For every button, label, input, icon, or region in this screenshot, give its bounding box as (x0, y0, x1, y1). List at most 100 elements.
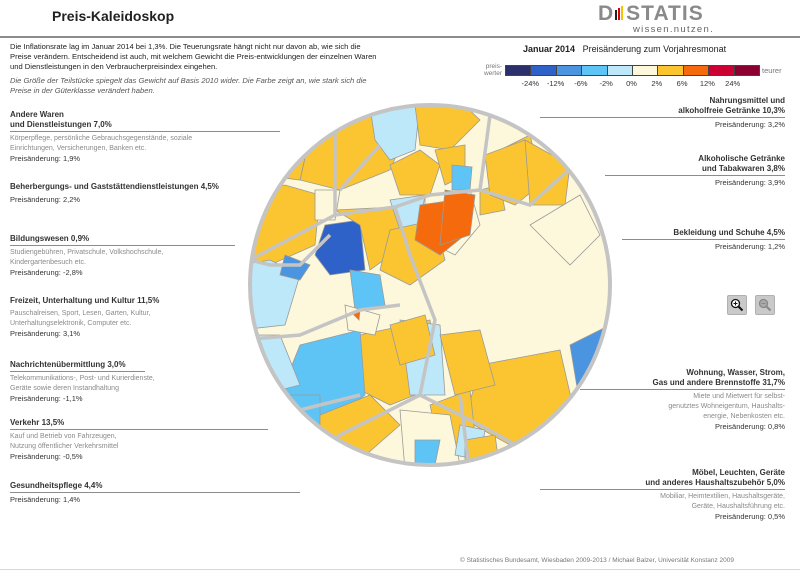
category-desc: Telekommunikations-, Post- und Kurierdie… (10, 375, 155, 382)
category-moebel[interactable]: Möbel, Leuchten, Geräte und anderes Haush… (540, 468, 785, 522)
kaleidoscope-cell[interactable] (240, 259, 301, 331)
category-desc: Kindergartenbesuch etc. (10, 259, 86, 266)
legend-subtitle: Preisänderung zum Vorjahresmonat (582, 44, 727, 54)
zoom-out-button[interactable] (755, 295, 775, 315)
category-alkohol[interactable]: Alkoholische Getränke und Tabakwaren 3,8%… (605, 154, 785, 188)
legend-cheaper-label: preis-werter (483, 63, 502, 77)
intro-text: Die Inflationsrate lag im Januar 2014 be… (10, 42, 377, 71)
category-change: Preisänderung: -1,1% (10, 394, 83, 403)
kaleidoscope-cell[interactable] (349, 269, 386, 311)
kaleidoscope-cell[interactable] (451, 164, 473, 191)
kaleidoscope-cell[interactable] (240, 134, 271, 186)
category-change: Preisänderung: 1,2% (714, 242, 785, 251)
category-nachrichten[interactable]: Nachrichtenübermittlung 3,0% Telekommuni… (10, 360, 250, 404)
legend-tick: 12% (699, 79, 715, 88)
category-freizeit[interactable]: Freizeit, Unterhaltung und Kultur 11,5% … (10, 296, 250, 339)
kaleidoscope-cell[interactable] (414, 101, 481, 151)
legend-tick: -2% (599, 79, 613, 88)
kaleidoscope-cell[interactable] (439, 189, 476, 246)
legend-tick: -6% (574, 79, 588, 88)
group-border (393, 206, 437, 396)
legend-swatch (633, 66, 659, 75)
kaleidoscope-cell[interactable] (414, 439, 441, 465)
legend-tick: 6% (676, 79, 688, 88)
legend-tick: -12% (546, 79, 565, 88)
copyright-footer: © Statistisches Bundesamt, Wiesbaden 200… (460, 557, 734, 564)
legend-swatch (658, 66, 684, 75)
legend-month: Januar 2014 (523, 44, 576, 54)
category-gesundheit[interactable]: Gesundheitspflege 4,4% Preisänderung: 1,… (10, 481, 300, 505)
kaleidoscope-cell[interactable] (369, 103, 421, 161)
category-desc: Mobiliar, Heimtextilien, Haushaltsgeräte… (660, 493, 785, 500)
category-change: Preisänderung: 3,1% (10, 329, 81, 338)
legend-title: Januar 2014 Preisänderung zum Vorjahresm… (523, 44, 726, 54)
category-change: Preisänderung: 3,2% (714, 120, 785, 129)
category-beherbergung[interactable]: Beherbergungs- und Gaststättendienstleis… (10, 182, 280, 205)
category-andere-waren[interactable]: Andere Waren und Dienstleistungen 7,0% Kö… (10, 110, 280, 164)
leader-line (580, 389, 785, 390)
category-desc: Studiengebühren, Privatschule, Volkshoch… (10, 249, 164, 256)
group-border (334, 188, 481, 217)
zoom-in-icon (730, 298, 744, 312)
legend-swatch (556, 66, 583, 75)
leader-line (10, 371, 145, 372)
category-desc: Nutzung öffentlicher Verkehrsmittel (10, 443, 119, 450)
category-nahrungsmittel[interactable]: Nahrungsmittel und alkoholfreie Getränke … (540, 96, 785, 130)
kaleidoscope-cell[interactable] (529, 194, 601, 266)
category-bildungswesen[interactable]: Bildungswesen 0,9% Studiengebühren, Priv… (10, 234, 235, 278)
category-desc: Unterhaltungselektronik, Computer etc. (10, 320, 132, 327)
leader-line (10, 429, 268, 430)
group-border (478, 114, 492, 191)
logo-tagline: wissen.nutzen. (633, 24, 715, 35)
destatis-logo: D STATIS wissen.nutzen. (598, 2, 733, 38)
category-desc: Einrichtungen, Versicherungen, Banken et… (10, 145, 147, 152)
header-divider (0, 36, 800, 38)
page-title: Preis-Kaleidoskop (52, 8, 175, 24)
legend-swatch (709, 66, 735, 75)
leader-line (10, 131, 280, 132)
category-title: Bekleidung und Schuhe 4,5% (673, 228, 785, 237)
legend-swatch (683, 66, 710, 75)
legend-swatch (582, 66, 608, 75)
group-border (338, 143, 382, 192)
category-change: Preisänderung: 2,2% (10, 195, 81, 204)
category-desc: Geräte, Haushaltsführung etc. (691, 503, 785, 510)
category-title: Wohnung, Wasser, Strom, Gas und andere Br… (652, 368, 785, 387)
category-desc: Miete und Mietwert für selbst- (693, 393, 785, 400)
category-title: Beherbergungs- und Gaststättendienstleis… (10, 182, 219, 191)
category-desc: Pauschalreisen, Sport, Lesen, Garten, Ku… (10, 310, 151, 317)
category-desc: energie, Nebenkosten etc. (703, 413, 785, 420)
kaleidoscope-cell[interactable] (439, 329, 496, 396)
leader-line (10, 492, 300, 493)
legend-swatch (531, 66, 557, 75)
legend-tick: 2% (651, 79, 663, 88)
kaleidoscope-cell[interactable] (279, 394, 321, 436)
category-bekleidung[interactable]: Bekleidung und Schuhe 4,5% Preisänderung… (622, 228, 785, 252)
zoom-controls (640, 288, 785, 318)
leader-line (622, 239, 785, 240)
logo-main: D STATIS (598, 2, 704, 25)
legend-tick: 0% (626, 79, 637, 88)
category-title: Freizeit, Unterhaltung und Kultur 11,5% (10, 296, 160, 305)
category-wohnung[interactable]: Wohnung, Wasser, Strom, Gas und andere Br… (580, 368, 785, 432)
legend-swatch (734, 66, 760, 75)
legend-tick: -24% (521, 79, 540, 88)
kaleidoscope-rim (248, 103, 612, 467)
category-desc: Geräte sowie deren Instandhaltung (10, 385, 119, 392)
category-verkehr[interactable]: Verkehr 13,5% Kauf und Betrieb von Fahrz… (10, 418, 280, 462)
group-border (250, 233, 332, 267)
intro-note: Die Größe der Teilstücke spiegelt das Ge… (10, 76, 367, 95)
category-title: Nahrungsmittel und alkoholfreie Getränke … (678, 96, 785, 115)
category-desc: Körperpflege, persönliche Gebrauchsgegen… (10, 135, 193, 142)
category-title: Alkoholische Getränke und Tabakwaren 3,8% (698, 154, 785, 173)
category-change: Preisänderung: 1,4% (10, 495, 81, 504)
zoom-in-button[interactable] (727, 295, 747, 315)
legend-swatch (607, 66, 634, 75)
legend-tick: 24% (725, 79, 741, 88)
kaleidoscope-cell[interactable] (389, 314, 436, 366)
footer-divider (0, 569, 800, 570)
price-kaleidoscope[interactable] (240, 95, 620, 475)
leader-line (10, 245, 235, 246)
category-title: Bildungswesen 0,9% (10, 234, 90, 243)
kaleidoscope-cell[interactable] (389, 149, 441, 196)
